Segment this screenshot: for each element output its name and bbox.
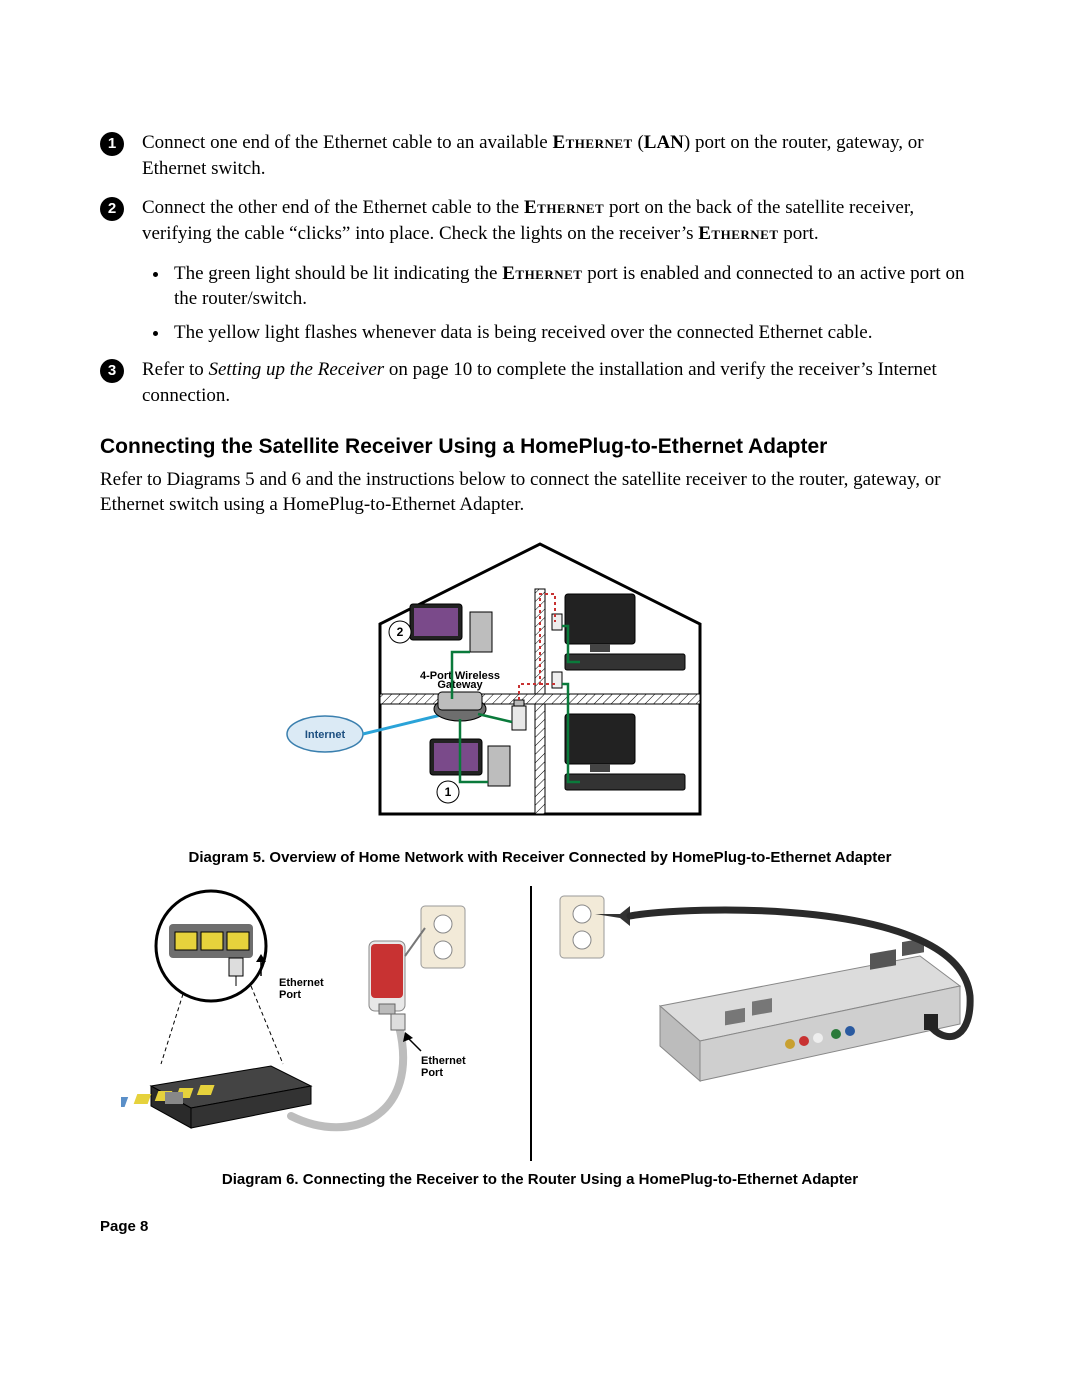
- diagram-6-right: [540, 886, 980, 1161]
- step-badge-1: 1: [100, 132, 124, 156]
- eth-port-b-l2: Port: [421, 1067, 443, 1079]
- s3-it: Setting up the Receiver: [208, 359, 384, 380]
- diagram-5-svg: Internet 4-Port Wireless Gateway 2 1: [280, 534, 800, 834]
- b1a: The green light should be lit indicating…: [174, 263, 502, 284]
- diagram-6-caption: Diagram 6. Connecting the Receiver to th…: [100, 1171, 980, 1188]
- step-badge-3: 3: [100, 359, 124, 383]
- bullet-1: The green light should be lit indicating…: [170, 261, 980, 312]
- diagram-5-caption: Diagram 5. Overview of Home Network with…: [100, 849, 980, 866]
- s2-a: Connect the other end of the Ethernet ca…: [142, 197, 524, 218]
- diagram-6: Ethernet Port: [100, 886, 980, 1161]
- diagram-6-left-svg: Ethernet Port: [121, 886, 501, 1156]
- s1-sc1: Ethernet: [552, 132, 632, 153]
- step-3-text: Refer to Setting up the Receiver on page…: [142, 357, 980, 408]
- eth-port-b-l1: Ethernet: [421, 1055, 466, 1067]
- diagram-6-right-svg: [540, 886, 980, 1156]
- s2-sc2: Ethernet: [698, 223, 778, 244]
- diagram-6-divider: [530, 886, 532, 1161]
- s2-c: port.: [779, 223, 819, 244]
- internet-label: Internet: [305, 729, 346, 741]
- s1-mid: (: [633, 132, 644, 153]
- eth-port-a-l1: Ethernet: [279, 977, 324, 989]
- gateway-label-2: Gateway: [437, 679, 483, 691]
- room1-num: 1: [445, 785, 452, 799]
- page-number: Page 8: [100, 1218, 980, 1235]
- diagram-5: Internet 4-Port Wireless Gateway 2 1: [100, 534, 980, 839]
- page-content: 1 Connect one end of the Ethernet cable …: [0, 0, 1080, 1275]
- step-3: 3 Refer to Setting up the Receiver on pa…: [100, 357, 980, 408]
- step-2: 2 Connect the other end of the Ethernet …: [100, 195, 980, 246]
- step-1: 1 Connect one end of the Ethernet cable …: [100, 130, 980, 181]
- step-2-text: Connect the other end of the Ethernet ca…: [142, 195, 980, 246]
- b1sc: Ethernet: [502, 263, 582, 284]
- step-badge-2: 2: [100, 197, 124, 221]
- diagram-6-left: Ethernet Port: [100, 886, 522, 1161]
- eth-port-a-l2: Port: [279, 989, 301, 1001]
- s1-a: Connect one end of the Ethernet cable to…: [142, 132, 552, 153]
- s3-a: Refer to: [142, 359, 208, 380]
- room2-num: 2: [397, 625, 404, 639]
- step-1-text: Connect one end of the Ethernet cable to…: [142, 130, 980, 181]
- s2-sc1: Ethernet: [524, 197, 604, 218]
- step-2-bullets: The green light should be lit indicating…: [100, 261, 980, 346]
- intro-paragraph: Refer to Diagrams 5 and 6 and the instru…: [100, 467, 980, 518]
- s1-bold: LAN: [644, 132, 684, 153]
- section-heading: Connecting the Satellite Receiver Using …: [100, 435, 980, 459]
- bullet-2: The yellow light flashes whenever data i…: [170, 320, 980, 346]
